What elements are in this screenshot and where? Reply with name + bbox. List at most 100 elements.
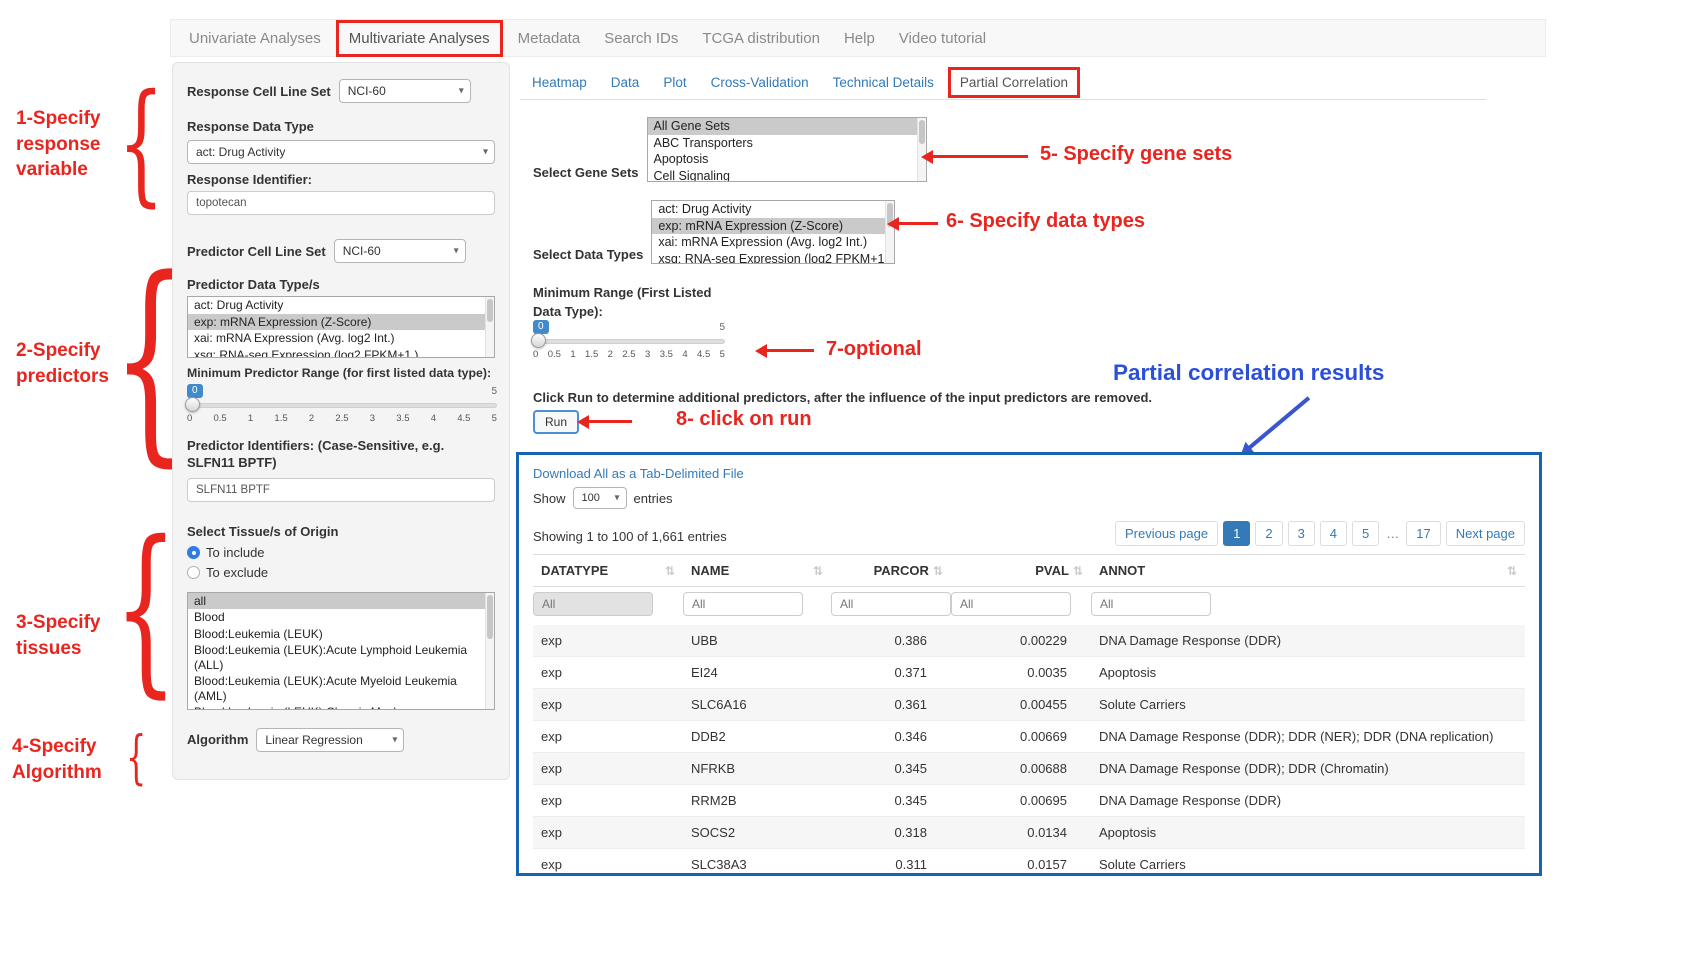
tab-partial-correlation[interactable]: Partial Correlation: [947, 67, 1080, 98]
tab-technical-details[interactable]: Technical Details: [832, 75, 934, 90]
listbox-option[interactable]: act: Drug Activity: [658, 202, 752, 216]
run-button[interactable]: Run: [533, 410, 580, 434]
scrollbar-thumb[interactable]: [487, 594, 493, 639]
sort-icon[interactable]: ⇅: [1072, 563, 1083, 578]
chevron-down-icon: ▾: [482, 146, 488, 158]
data-types-listbox[interactable]: act: Drug Activity exp: mRNA Expression …: [651, 200, 896, 264]
listbox-option[interactable]: Blood:Leukemia (LEUK): [194, 626, 323, 641]
table-row[interactable]: exp DDB2 0.346 0.00669 DNA Damage Respon…: [533, 720, 1525, 753]
table-row[interactable]: exp SLC38A3 0.311 0.0157 Solute Carriers: [533, 848, 1525, 873]
column-header-datatype[interactable]: DATATYPE ⇅: [533, 554, 683, 587]
listbox-option[interactable]: xsq: RNA-seq Expression (log2 FPKM+1.): [194, 347, 419, 358]
scrollbar-thumb[interactable]: [487, 299, 493, 322]
listbox-option[interactable]: Apoptosis: [653, 152, 709, 166]
tab-cross-validation[interactable]: Cross-Validation: [710, 75, 809, 90]
listbox-option[interactable]: ABC Transporters: [653, 135, 753, 150]
filter-annot-input[interactable]: [1091, 592, 1211, 616]
nav-univariate-analyses[interactable]: Univariate Analyses: [189, 29, 321, 47]
entries-per-page-select[interactable]: 100 ▾: [572, 487, 627, 509]
response-data-type-select[interactable]: act: Drug Activity ▾: [187, 140, 495, 164]
column-header-parcor[interactable]: PARCOR ⇅: [831, 554, 951, 587]
response-cell-line-select[interactable]: NCI-60 ▾: [338, 79, 471, 103]
page-button-5[interactable]: 5: [1352, 521, 1380, 546]
filter-name-input[interactable]: [683, 592, 803, 616]
scrollbar-thumb[interactable]: [918, 120, 925, 144]
tissue-exclude-radio[interactable]: To exclude: [187, 565, 495, 580]
sort-icon[interactable]: ⇅: [664, 563, 675, 578]
listbox-option[interactable]: Blood:Leukemia (LEUK):Chronic Myelogenou…: [188, 704, 494, 709]
show-label: Show: [533, 490, 566, 506]
previous-page-button[interactable]: Previous page: [1114, 521, 1219, 546]
response-identifier-input[interactable]: [187, 191, 495, 215]
listbox-option[interactable]: xsq: RNA-seq Expression (log2 FPKM+1.): [658, 251, 893, 264]
page-button-4[interactable]: 4: [1319, 521, 1348, 546]
table-row[interactable]: exp NFRKB 0.345 0.00688 DNA Damage Respo…: [533, 752, 1525, 785]
scrollbar-thumb[interactable]: [887, 203, 894, 227]
page-button-1[interactable]: 1: [1223, 521, 1251, 546]
predictor-data-types-listbox[interactable]: act: Drug Activity exp: mRNA Expression …: [187, 296, 495, 358]
page-button-17[interactable]: 17: [1406, 521, 1441, 546]
table-row[interactable]: exp RRM2B 0.345 0.00695 DNA Damage Respo…: [533, 784, 1525, 817]
next-page-button[interactable]: Next page: [1445, 521, 1525, 546]
slider-track[interactable]: [187, 403, 497, 408]
gene-sets-listbox[interactable]: All Gene Sets ABC Transporters Apoptosis…: [646, 117, 927, 182]
listbox-option[interactable]: Blood: [194, 610, 225, 625]
listbox-option-selected[interactable]: exp: mRNA Expression (Z-Score): [188, 313, 494, 330]
listbox-option[interactable]: xai: mRNA Expression (Avg. log2 Int.): [194, 331, 395, 345]
nav-metadata[interactable]: Metadata: [517, 29, 581, 47]
annotation-step5: 5- Specify gene sets: [1040, 143, 1233, 165]
tick-label: 3.5: [396, 413, 410, 424]
table-row[interactable]: exp EI24 0.371 0.0035 Apoptosis: [533, 656, 1525, 689]
listbox-option-selected[interactable]: All Gene Sets: [647, 118, 926, 135]
slider-handle[interactable]: [185, 397, 200, 412]
sort-icon[interactable]: ⇅: [812, 563, 823, 578]
listbox-option[interactable]: Cell Signaling: [653, 168, 730, 182]
listbox-option[interactable]: Blood:Leukemia (LEUK):Acute Lymphoid Leu…: [194, 643, 468, 672]
table-row[interactable]: exp SOCS2 0.318 0.0134 Apoptosis: [533, 816, 1525, 849]
pagination: Previous page 1 2 3 4 5 … 17 Next page: [1114, 521, 1525, 546]
filter-parcor-input[interactable]: [831, 592, 951, 616]
table-row[interactable]: exp UBB 0.386 0.00229 DNA Damage Respons…: [533, 625, 1525, 657]
table-row[interactable]: exp SLC6A16 0.361 0.00455 Solute Carrier…: [533, 688, 1525, 721]
tab-heatmap[interactable]: Heatmap: [532, 75, 587, 90]
nav-video-tutorial[interactable]: Video tutorial: [898, 29, 987, 47]
listbox-option-selected[interactable]: all: [188, 592, 494, 610]
column-header-annot[interactable]: ANNOT ⇅: [1091, 554, 1525, 587]
page-button-2[interactable]: 2: [1255, 521, 1283, 546]
cell-annot: Apoptosis: [1091, 656, 1525, 689]
sort-icon[interactable]: ⇅: [932, 563, 943, 578]
predictor-identifiers-input[interactable]: [187, 477, 495, 502]
scrollbar[interactable]: [485, 592, 494, 709]
listbox-option[interactable]: act: Drug Activity: [194, 298, 284, 312]
algorithm-select[interactable]: Linear Regression ▾: [256, 727, 405, 752]
predictor-range-slider[interactable]: 0 5 0 0.5 1 1.5 2 2.5 3 3.5 4 4.5 5: [185, 384, 497, 428]
tissue-listbox[interactable]: all Blood Blood:Leukemia (LEUK) Blood:Le…: [187, 591, 495, 710]
listbox-option[interactable]: Blood:Leukemia (LEUK):Acute Myeloid Leuk…: [194, 674, 457, 703]
column-label: PVAL: [1035, 563, 1069, 578]
annotation-step1: 1-Specify response variable: [16, 108, 101, 181]
download-all-link[interactable]: Download All as a Tab-Delimited File: [533, 466, 744, 481]
column-header-pval[interactable]: PVAL ⇅: [951, 554, 1091, 587]
page-button-3[interactable]: 3: [1287, 521, 1315, 546]
partial-correlation-results-panel: Download All as a Tab-Delimited File Sho…: [516, 452, 1542, 876]
tab-data[interactable]: Data: [610, 75, 640, 90]
filter-datatype-input[interactable]: [533, 592, 653, 616]
slider-handle[interactable]: [531, 333, 546, 348]
listbox-option[interactable]: xai: mRNA Expression (Avg. log2 Int.): [658, 235, 868, 249]
slider-track[interactable]: [533, 339, 725, 344]
nav-help[interactable]: Help: [843, 29, 875, 47]
tissue-include-radio[interactable]: To include: [187, 545, 495, 560]
filter-pval-input[interactable]: [951, 592, 1071, 616]
tab-plot[interactable]: Plot: [663, 75, 687, 90]
nav-search-ids[interactable]: Search IDs: [604, 29, 679, 47]
min-range-slider[interactable]: 0 5 0 0.5 1 1.5 2 2.5 3 3.5 4 4.5 5: [531, 320, 725, 364]
nav-multivariate-analyses[interactable]: Multivariate Analyses: [335, 19, 503, 57]
column-header-name[interactable]: NAME ⇅: [683, 554, 831, 587]
nav-tcga-distribution[interactable]: TCGA distribution: [702, 29, 820, 47]
sort-icon[interactable]: ⇅: [1506, 563, 1517, 578]
listbox-option-selected[interactable]: exp: mRNA Expression (Z-Score): [652, 217, 895, 234]
cell-datatype: exp: [533, 688, 683, 721]
scrollbar[interactable]: [885, 201, 895, 263]
scrollbar[interactable]: [485, 297, 494, 357]
predictor-cell-line-select[interactable]: NCI-60 ▾: [333, 239, 466, 263]
